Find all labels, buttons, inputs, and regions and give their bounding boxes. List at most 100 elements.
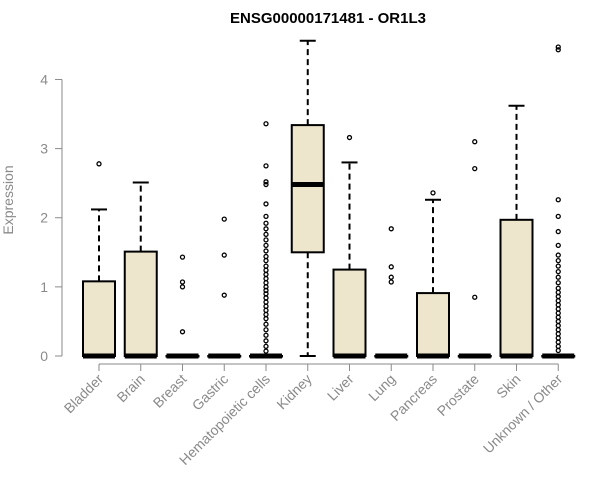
box-iqr xyxy=(416,292,450,358)
box-liver xyxy=(332,134,367,359)
outlier-point xyxy=(263,338,269,344)
outlier-point xyxy=(263,280,269,286)
x-tick-label: Unknown / Other xyxy=(480,371,566,457)
x-tick-label: Prostate xyxy=(434,371,482,419)
outlier-point xyxy=(555,274,561,280)
outlier-point xyxy=(555,269,561,275)
outlier-point xyxy=(263,257,269,264)
outlier-point xyxy=(263,121,269,127)
outlier-point xyxy=(263,311,269,318)
outlier-point xyxy=(179,329,186,335)
outlier-point xyxy=(555,318,561,325)
outlier-point xyxy=(221,216,227,222)
outlier-point xyxy=(555,47,561,53)
outlier-point xyxy=(263,263,269,269)
outlier-point xyxy=(263,231,269,237)
outlier-point xyxy=(555,252,561,258)
y-tick-label: 2 xyxy=(40,210,48,226)
box-kidney xyxy=(290,39,325,357)
outlier-point xyxy=(555,327,561,333)
outlier-point xyxy=(555,347,561,354)
outlier-point xyxy=(555,322,561,329)
box-lung xyxy=(374,226,409,359)
box-iqr xyxy=(123,250,158,357)
outlier-point xyxy=(263,226,269,232)
outlier-point xyxy=(263,321,269,327)
outlier-point xyxy=(263,327,269,333)
outlier-point xyxy=(179,279,186,285)
outlier-point xyxy=(263,163,269,169)
outlier-point xyxy=(179,284,186,290)
outlier-point xyxy=(263,303,269,309)
outlier-point xyxy=(555,257,561,264)
outlier-point xyxy=(430,190,436,196)
y-tick-label: 3 xyxy=(40,141,48,157)
outlier-point xyxy=(263,181,269,188)
outlier-point xyxy=(388,264,394,270)
outlier-point xyxy=(263,307,269,314)
outlier-point xyxy=(388,274,394,280)
y-axis-label: Expression xyxy=(0,165,16,234)
outlier-point xyxy=(263,316,269,322)
outlier-point xyxy=(263,253,269,260)
y-tick-label: 0 xyxy=(40,348,48,364)
x-tick-label: Breast xyxy=(150,371,190,411)
boxes-layer xyxy=(82,39,576,359)
outlier-point xyxy=(555,242,561,249)
outlier-point xyxy=(263,242,269,249)
box-skin xyxy=(499,104,534,359)
box-iqr xyxy=(82,280,116,358)
outlier-point xyxy=(555,310,561,316)
outlier-point xyxy=(263,220,269,226)
box-unknown-other xyxy=(541,44,576,359)
outlier-point xyxy=(263,237,269,243)
outlier-point xyxy=(263,179,269,185)
outlier-point xyxy=(388,226,394,232)
outlier-point xyxy=(555,197,561,203)
outlier-point xyxy=(555,339,561,345)
outlier-point xyxy=(555,293,561,300)
outlier-point xyxy=(221,292,227,298)
outlier-point xyxy=(555,228,561,235)
box-pancreas xyxy=(416,190,450,359)
box-iqr xyxy=(332,268,367,357)
outlier-point xyxy=(179,254,186,260)
chart-title: ENSG00000171481 - OR1L3 xyxy=(230,10,426,27)
outlier-point xyxy=(263,332,269,338)
box-iqr xyxy=(290,124,325,254)
outlier-point xyxy=(221,252,227,258)
outlier-point xyxy=(263,275,269,282)
outlier-point xyxy=(263,291,269,297)
outlier-point xyxy=(263,295,269,301)
y-tick-label: 4 xyxy=(40,71,48,87)
outlier-point xyxy=(555,335,561,341)
outlier-point xyxy=(263,348,269,354)
x-tick-label: Lung xyxy=(365,371,398,404)
outlier-point xyxy=(472,166,478,172)
outlier-point xyxy=(263,267,269,273)
outlier-point xyxy=(96,161,102,167)
outlier-point xyxy=(555,280,561,286)
box-prostate xyxy=(457,139,492,359)
outlier-point xyxy=(555,44,561,50)
outlier-point xyxy=(555,331,561,337)
outlier-point xyxy=(263,213,269,220)
x-tick-label: Bladder xyxy=(61,371,107,417)
outlier-point xyxy=(555,263,561,269)
outlier-point xyxy=(472,294,478,300)
outlier-point xyxy=(555,306,561,312)
y-axis: 0 1 2 3 4 xyxy=(40,71,63,364)
outlier-point xyxy=(388,279,394,285)
outlier-point xyxy=(263,343,269,349)
box-hematopoietic-cells xyxy=(249,121,283,359)
box-gastric xyxy=(207,216,242,359)
x-tick-label: Brain xyxy=(113,371,147,405)
box-iqr xyxy=(499,218,534,357)
outlier-point xyxy=(263,201,269,207)
box-breast xyxy=(165,254,200,359)
outlier-point xyxy=(555,298,561,304)
outlier-point xyxy=(555,314,561,320)
box-bladder xyxy=(82,161,116,359)
outlier-point xyxy=(555,343,561,349)
